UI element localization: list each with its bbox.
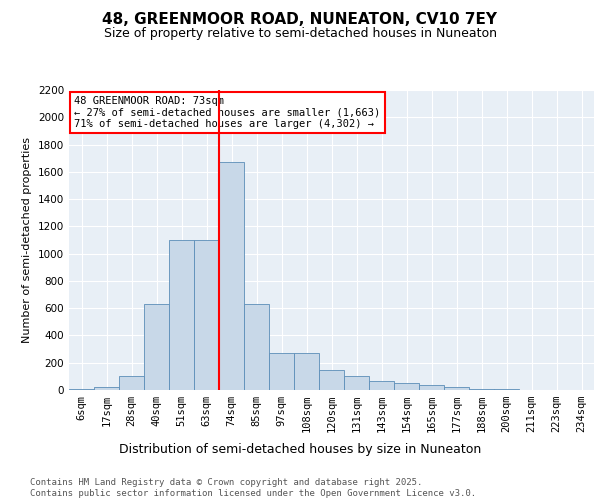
Bar bbox=[244, 304, 269, 390]
Bar bbox=[269, 353, 294, 390]
Y-axis label: Number of semi-detached properties: Number of semi-detached properties bbox=[22, 137, 32, 343]
Text: 48, GREENMOOR ROAD, NUNEATON, CV10 7EY: 48, GREENMOOR ROAD, NUNEATON, CV10 7EY bbox=[103, 12, 497, 28]
Bar bbox=[419, 385, 444, 390]
Text: Contains HM Land Registry data © Crown copyright and database right 2025.
Contai: Contains HM Land Registry data © Crown c… bbox=[30, 478, 476, 498]
Bar bbox=[294, 353, 319, 390]
Bar bbox=[469, 388, 494, 390]
Bar bbox=[344, 376, 369, 390]
Bar bbox=[194, 240, 219, 390]
Bar bbox=[394, 383, 419, 390]
Bar bbox=[94, 386, 119, 390]
Text: Distribution of semi-detached houses by size in Nuneaton: Distribution of semi-detached houses by … bbox=[119, 442, 481, 456]
Bar bbox=[219, 162, 244, 390]
Bar bbox=[319, 370, 344, 390]
Text: Size of property relative to semi-detached houses in Nuneaton: Size of property relative to semi-detach… bbox=[104, 28, 497, 40]
Bar bbox=[444, 388, 469, 390]
Bar bbox=[369, 381, 394, 390]
Text: 48 GREENMOOR ROAD: 73sqm
← 27% of semi-detached houses are smaller (1,663)
71% o: 48 GREENMOOR ROAD: 73sqm ← 27% of semi-d… bbox=[74, 96, 380, 129]
Bar bbox=[119, 376, 144, 390]
Bar bbox=[169, 240, 194, 390]
Bar bbox=[144, 304, 169, 390]
Bar bbox=[69, 389, 94, 390]
